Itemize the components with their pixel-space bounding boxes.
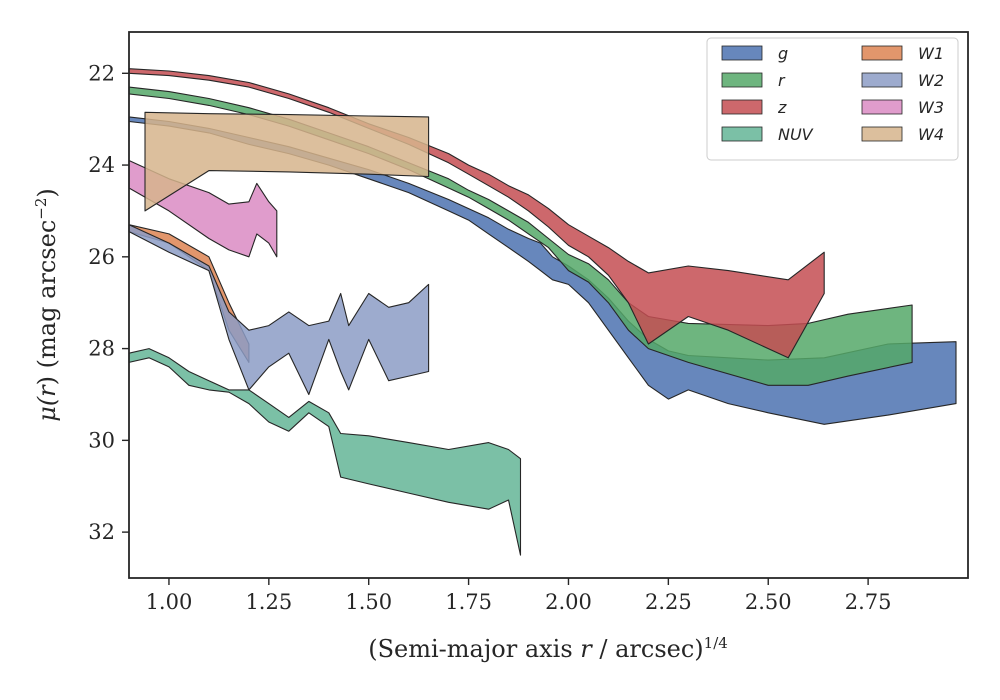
legend-label-r: r (778, 71, 786, 90)
x-tick-label: 1.00 (146, 590, 193, 614)
legend-label-w4: W4 (918, 125, 944, 144)
legend-item-nuv: NUV (721, 125, 814, 144)
legend-swatch-w1 (861, 45, 903, 61)
y-tick-label: 26 (88, 245, 115, 269)
series-layer (128, 68, 957, 556)
legend-swatch-z (721, 99, 763, 115)
series-band-nuv (128, 348, 522, 556)
legend-swatch-w2 (861, 72, 903, 88)
y-tick-label: 24 (88, 153, 115, 177)
plot-frame (128, 31, 969, 579)
legend-label-w3: W3 (918, 98, 944, 117)
legend-label-w1: W1 (918, 44, 944, 63)
x-axis-label: (Semi-major axis r / arcsec)1/4 (368, 634, 728, 663)
legend-label-g: g (778, 44, 788, 63)
legend-item-w4: W4 (861, 125, 944, 144)
x-tick-label: 2.75 (845, 590, 892, 614)
y-tick-label: 32 (88, 520, 115, 544)
legend-item-w3: W3 (861, 98, 944, 117)
legend: grz NUV W1 W2 W3 W4 (706, 37, 959, 161)
x-tick-label: 2.50 (745, 590, 792, 614)
y-axis-ticks: 22 24 26 28 30 32 (88, 61, 129, 544)
legend-item-g: g (721, 44, 788, 63)
legend-label-z: z (777, 98, 787, 117)
x-tick-label: 2.25 (645, 590, 692, 614)
legend-label-nuv: NUV (778, 125, 814, 144)
y-tick-label: 30 (88, 428, 115, 452)
x-tick-label: 1.25 (245, 590, 292, 614)
legend-swatch-w3 (861, 99, 903, 115)
legend-swatch-w4 (861, 126, 903, 142)
series-band-w4 (144, 111, 430, 212)
y-axis-label: μ(r) (mag arcsec−2) (32, 188, 61, 422)
legend-swatch-g (721, 45, 763, 61)
x-axis-ticks: 1.00 1.25 1.50 1.75 2.00 2.25 2.50 2.75 (146, 578, 892, 614)
legend-item-r: r (721, 71, 786, 90)
series-band-w2 (128, 224, 430, 396)
x-tick-label: 1.75 (445, 590, 492, 614)
legend-swatch-nuv (721, 126, 763, 142)
y-tick-label: 28 (88, 337, 115, 361)
x-tick-label: 2.00 (545, 590, 592, 614)
legend-label-w2: W2 (918, 71, 944, 90)
y-tick-label: 22 (88, 61, 115, 85)
legend-item-w1: W1 (861, 44, 944, 63)
legend-item-w2: W2 (861, 71, 944, 90)
series-band-g (128, 116, 957, 425)
legend-swatch-r (721, 72, 763, 88)
legend-item-z: z (721, 98, 787, 117)
x-tick-label: 1.50 (345, 590, 392, 614)
